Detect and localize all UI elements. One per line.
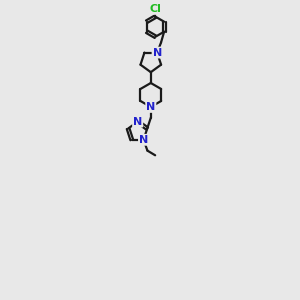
- Text: N: N: [139, 135, 148, 145]
- Text: N: N: [133, 117, 142, 127]
- Text: N: N: [146, 102, 155, 112]
- Text: N: N: [152, 48, 162, 58]
- Text: Cl: Cl: [149, 4, 161, 14]
